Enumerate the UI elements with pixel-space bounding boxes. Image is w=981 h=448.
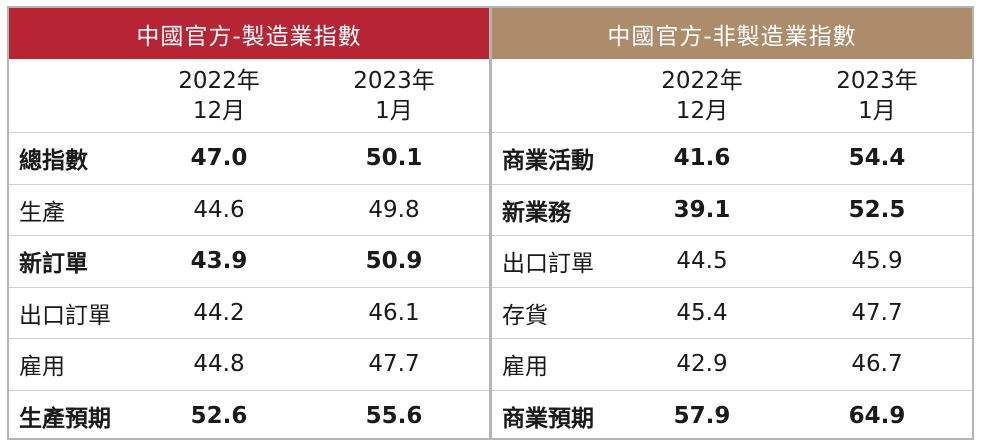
table-row: 新訂單 43.9 50.9 [9, 236, 489, 288]
value-2023-01: 47.7 [368, 351, 420, 378]
value-2023-01: 64.9 [848, 403, 906, 430]
table-row: 出口訂單 44.2 46.1 [9, 288, 489, 339]
column-header-2023-01: 2023年 1月 [353, 67, 435, 124]
value-2022-12: 44.8 [193, 351, 245, 378]
value-2023-01: 52.5 [848, 196, 906, 223]
manufacturing-rows: 總指數 47.0 50.1 生產 44.6 49.8 新訂單 43.9 50.9 出口訂單 44.2… [9, 133, 489, 442]
column-header-2023-01: 2023年 1月 [836, 67, 918, 124]
row-label: 出口訂單 [502, 251, 594, 278]
non-manufacturing-title: 中國官方-非製造業指數 [492, 8, 972, 59]
table-row: 生產預期 52.6 55.6 [9, 391, 489, 443]
row-label: 出口訂單 [19, 302, 111, 329]
value-2023-01: 50.1 [365, 145, 423, 172]
table-row: 雇用 44.8 47.7 [9, 339, 489, 391]
value-2022-12: 44.2 [193, 299, 245, 326]
value-2023-01: 45.9 [851, 248, 903, 275]
table-row: 生產 44.6 49.8 [9, 185, 489, 236]
value-2023-01: 47.7 [851, 299, 903, 326]
value-2022-12: 57.9 [673, 403, 731, 430]
table-row: 新業務 39.1 52.5 [492, 185, 972, 236]
value-2023-01: 46.1 [368, 299, 420, 326]
value-2022-12: 39.1 [673, 196, 731, 223]
row-label: 新訂單 [19, 251, 88, 278]
non-manufacturing-panel: 中國官方-非製造業指數 2022年 12月 2023年 1月 商業活動 41.6 5… [490, 6, 974, 440]
value-2022-12: 45.4 [676, 299, 728, 326]
table-row: 雇用 42.9 46.7 [492, 339, 972, 391]
value-2022-12: 52.6 [190, 403, 248, 430]
manufacturing-column-header: 2022年 12月 2023年 1月 [9, 59, 489, 133]
value-2022-12: 41.6 [673, 145, 731, 172]
manufacturing-panel: 中國官方-製造業指數 2022年 12月 2023年 1月 總指數 47.0 50.… [7, 6, 491, 440]
row-label: 生產 [19, 199, 65, 226]
value-2022-12: 44.6 [193, 196, 245, 223]
table-row: 存貨 45.4 47.7 [492, 288, 972, 339]
table-row: 商業預期 57.9 64.9 [492, 391, 972, 443]
value-2022-12: 42.9 [676, 351, 728, 378]
non-manufacturing-column-header: 2022年 12月 2023年 1月 [492, 59, 972, 133]
value-2023-01: 46.7 [851, 351, 903, 378]
table-row: 商業活動 41.6 54.4 [492, 133, 972, 185]
value-2022-12: 47.0 [190, 145, 248, 172]
table-row: 總指數 47.0 50.1 [9, 133, 489, 185]
value-2023-01: 55.6 [365, 403, 423, 430]
row-label: 商業預期 [502, 406, 594, 433]
table-row: 出口訂單 44.5 45.9 [492, 236, 972, 288]
row-label: 存貨 [502, 302, 548, 329]
row-label: 生產預期 [19, 406, 111, 433]
column-header-2022-12: 2022年 12月 [661, 67, 743, 124]
value-2022-12: 44.5 [676, 248, 728, 275]
row-label: 商業活動 [502, 148, 594, 175]
manufacturing-title: 中國官方-製造業指數 [9, 8, 489, 59]
column-header-2022-12: 2022年 12月 [178, 67, 260, 124]
value-2023-01: 54.4 [848, 145, 906, 172]
value-2023-01: 50.9 [365, 248, 423, 275]
row-label: 雇用 [19, 354, 65, 381]
row-label: 新業務 [502, 199, 571, 226]
row-label: 雇用 [502, 354, 548, 381]
value-2023-01: 49.8 [368, 196, 420, 223]
row-label: 總指數 [19, 148, 88, 175]
value-2022-12: 43.9 [190, 248, 248, 275]
non-manufacturing-rows: 商業活動 41.6 54.4 新業務 39.1 52.5 出口訂單 44.5 45.9 存貨 45.… [492, 133, 972, 442]
